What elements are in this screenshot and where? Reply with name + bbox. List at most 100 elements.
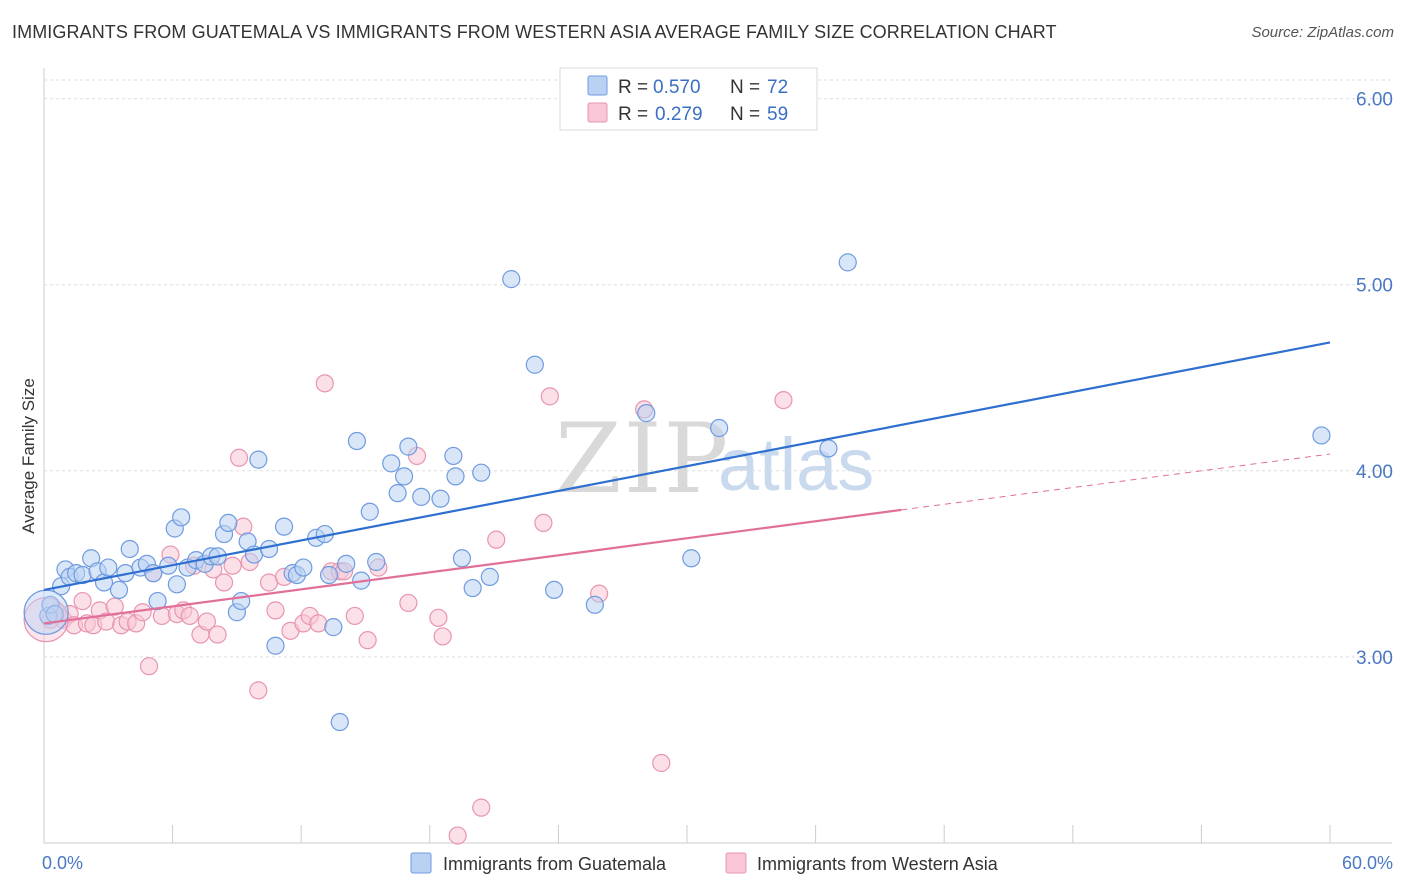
point-guatemala <box>452 549 472 568</box>
point-guatemala <box>99 558 118 577</box>
point-western-asia <box>399 593 418 613</box>
bottom-legend-swatch-western-asia <box>725 852 747 874</box>
point-guatemala <box>382 454 401 473</box>
point-western-asia <box>345 606 364 626</box>
point-western-asia <box>139 657 159 676</box>
point-guatemala <box>463 578 482 598</box>
point-guatemala <box>502 270 521 289</box>
trend-line-guatemala <box>43 341 1331 591</box>
point-western-asia <box>249 681 268 700</box>
point-western-asia <box>315 374 334 393</box>
legend-r-value-1: 0.570 <box>653 77 701 98</box>
y-tick-label: 4.00 <box>1356 462 1393 483</box>
point-guatemala <box>259 539 279 559</box>
y-tick-label: 3.00 <box>1356 648 1393 669</box>
point-guatemala <box>525 355 544 374</box>
point-western-asia <box>774 390 793 410</box>
point-guatemala <box>444 446 463 466</box>
legend-r-label-2: R = <box>618 104 648 125</box>
point-western-asia <box>487 530 506 549</box>
point-guatemala <box>148 591 167 611</box>
y-axis-label: Average Family Size <box>19 378 38 534</box>
chart-source: Source: ZipAtlas.com <box>1251 24 1394 41</box>
legend-n-value-1: 72 <box>767 77 788 98</box>
point-western-asia <box>197 612 216 631</box>
point-western-asia <box>208 625 227 644</box>
point-guatemala <box>394 467 414 486</box>
point-guatemala <box>545 580 564 600</box>
point-western-asia <box>433 627 452 646</box>
y-tick-label: 6.00 <box>1356 90 1393 111</box>
series-guatemala-points <box>23 253 1331 732</box>
point-guatemala-cluster <box>23 589 69 635</box>
x-tick-label-min: 0.0% <box>42 853 83 873</box>
point-western-asia <box>358 631 377 650</box>
point-western-asia <box>472 798 491 817</box>
trend-lines <box>43 341 1331 625</box>
point-guatemala <box>472 463 491 482</box>
point-guatemala <box>120 539 139 559</box>
legend-n-value-2: 59 <box>767 104 788 125</box>
point-guatemala <box>585 595 604 614</box>
point-guatemala <box>637 404 656 423</box>
point-western-asia <box>105 597 124 616</box>
point-guatemala <box>347 431 367 451</box>
legend-n-label-2: N = <box>730 104 760 125</box>
point-guatemala <box>399 437 418 456</box>
watermark-zip: ZIP <box>555 403 730 515</box>
point-western-asia <box>73 591 92 611</box>
point-guatemala <box>412 487 431 506</box>
legend: R = 0.570 N = 72 R = 0.279 N = 59 <box>559 67 818 131</box>
point-western-asia <box>540 387 559 406</box>
point-western-asia <box>214 573 234 592</box>
bottom-legend-label-western-asia: Immigrants from Western Asia <box>757 854 999 874</box>
point-guatemala <box>360 502 379 521</box>
legend-r-label-1: R = <box>618 77 648 98</box>
point-guatemala <box>249 450 268 469</box>
legend-r-value-2: 0.279 <box>655 104 703 125</box>
legend-swatch-guatemala <box>587 75 608 96</box>
point-guatemala <box>109 580 129 600</box>
point-guatemala <box>446 467 465 486</box>
point-guatemala <box>294 558 313 577</box>
trend-line-western-asia-extension <box>901 453 1331 511</box>
legend-n-label-1: N = <box>730 77 760 98</box>
chart-title: IMMIGRANTS FROM GUATEMALA VS IMMIGRANTS … <box>12 22 1057 42</box>
point-guatemala <box>330 712 349 732</box>
trend-line-western-asia <box>43 508 902 625</box>
point-guatemala <box>219 513 238 533</box>
point-western-asia <box>309 614 328 633</box>
axes <box>43 68 1392 844</box>
point-guatemala <box>337 554 356 573</box>
point-western-asia <box>266 601 285 620</box>
point-guatemala <box>431 489 450 508</box>
tick-labels: 3.00 4.00 5.00 6.00 0.0% 60.0% <box>42 90 1393 873</box>
point-guatemala <box>167 575 186 594</box>
point-guatemala <box>324 618 343 637</box>
point-guatemala <box>819 439 838 458</box>
point-western-asia <box>652 753 671 773</box>
point-guatemala <box>172 508 191 527</box>
point-guatemala <box>367 552 386 572</box>
point-guatemala <box>1312 426 1331 445</box>
point-guatemala <box>480 567 499 586</box>
bottom-legend-swatch-guatemala <box>410 852 432 874</box>
x-tick-label-max: 60.0% <box>1342 853 1393 873</box>
point-guatemala <box>388 484 407 503</box>
point-western-asia <box>223 556 242 575</box>
point-western-asia <box>534 513 553 533</box>
bottom-legend-label-guatemala: Immigrants from Guatemala <box>443 854 667 874</box>
legend-swatch-western-asia <box>587 102 608 123</box>
bottom-legend: Immigrants from Guatemala Immigrants fro… <box>410 852 999 874</box>
point-guatemala <box>710 418 729 438</box>
point-western-asia <box>448 826 467 845</box>
point-western-asia <box>229 448 249 467</box>
point-guatemala <box>838 253 857 272</box>
point-guatemala <box>232 591 251 611</box>
point-guatemala <box>266 636 285 655</box>
point-guatemala <box>319 565 339 585</box>
point-western-asia <box>180 606 199 626</box>
point-guatemala <box>682 549 701 568</box>
point-guatemala <box>274 517 294 536</box>
